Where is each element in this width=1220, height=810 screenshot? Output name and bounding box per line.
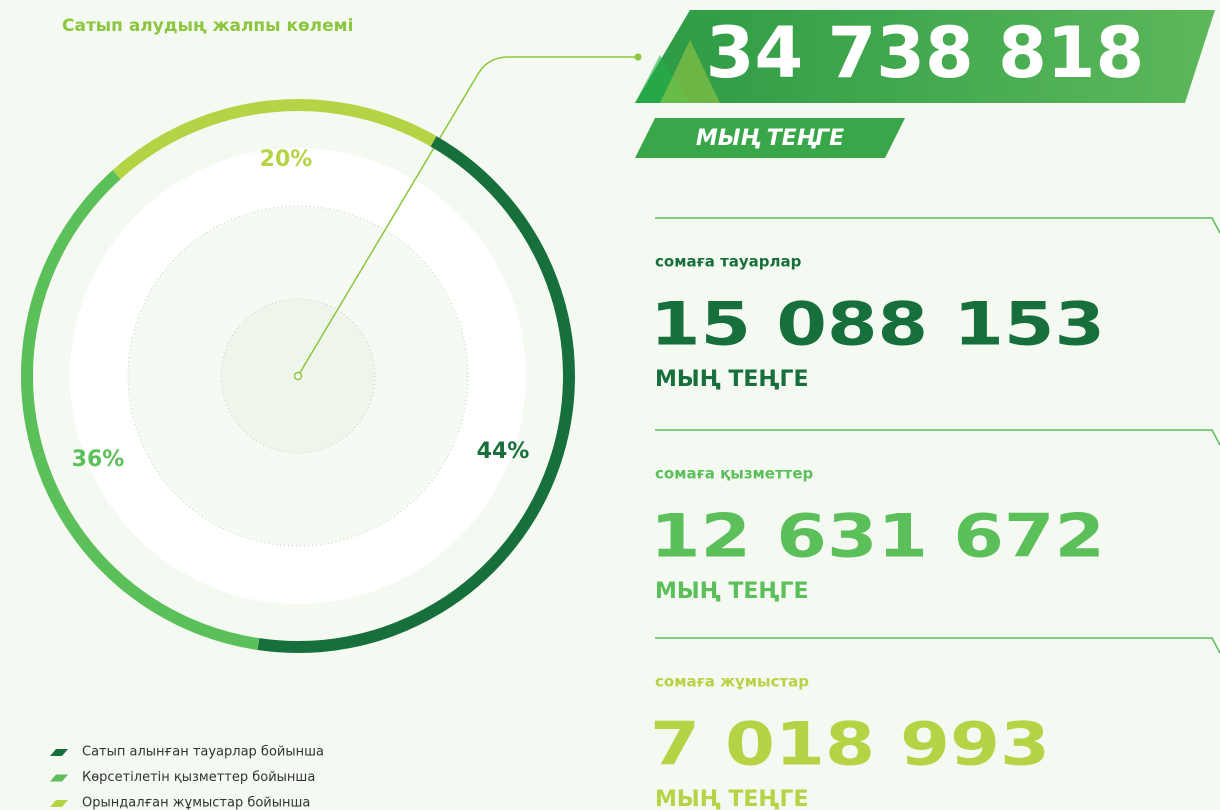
amount-unit: МЫҢ ТЕҢГЕ: [655, 787, 809, 810]
chart-title: Сатып алудың жалпы көлемі: [62, 16, 353, 36]
amount-value: 15 088 153: [650, 290, 1105, 360]
legend-marker: [50, 774, 68, 782]
donut-segment: [21, 170, 260, 651]
amount-value: 12 631 672: [650, 502, 1105, 572]
amount-unit: МЫҢ ТЕҢГЕ: [655, 367, 809, 392]
total-unit: МЫҢ ТЕҢГЕ: [696, 126, 844, 151]
data-label: 44%: [477, 439, 530, 464]
unit-banner: [635, 118, 905, 158]
pointer-origin: [293, 371, 303, 381]
separator: [655, 429, 1220, 446]
legend-label: Көрсетілетін қызметтер бойынша: [82, 770, 315, 785]
amount-label: сомаға жұмыстар: [655, 673, 809, 691]
total-value: 34 738 818: [706, 12, 1144, 94]
legend-label: Сатып алынған тауарлар бойынша: [82, 745, 324, 760]
amount-label: сомаға қызметтер: [655, 465, 814, 483]
pointer-end: [634, 53, 642, 61]
separator: [655, 637, 1220, 654]
data-label: 36%: [72, 447, 125, 472]
banner-accent: [660, 40, 720, 103]
amount-value: 7 018 993: [650, 710, 1050, 780]
legend-marker: [50, 749, 68, 756]
donut-segment: [112, 99, 437, 180]
legend-marker: [50, 800, 68, 807]
banner-accent: [635, 55, 690, 103]
data-label: 20%: [260, 147, 313, 172]
amount-label: сомаға тауарлар: [655, 253, 802, 271]
total-banner: [635, 10, 1215, 103]
separator: [655, 217, 1220, 234]
donut-segment: [257, 136, 575, 653]
pointer-line: [297, 56, 638, 377]
legend-label: Орындалған жұмыстар бойынша: [82, 796, 310, 810]
amount-unit: МЫҢ ТЕҢГЕ: [655, 579, 809, 604]
